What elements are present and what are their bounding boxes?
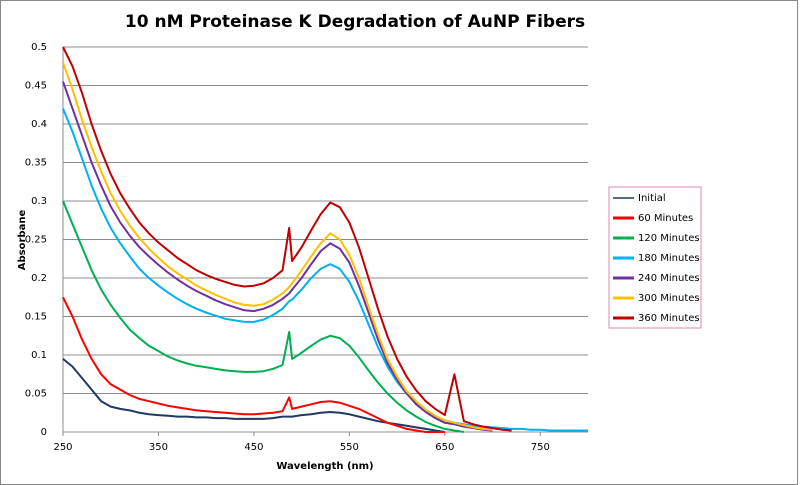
- legend-label: 240 Minutes: [638, 273, 700, 284]
- legend-label: Initial: [638, 193, 666, 204]
- y-tick-label: 0.1: [31, 350, 47, 361]
- data-line: [62, 200, 465, 433]
- y-tick-label: 0.35: [25, 158, 47, 169]
- data-line: [62, 62, 493, 431]
- legend-label: 60 Minutes: [638, 213, 693, 224]
- x-tick-label: 350: [149, 442, 168, 453]
- legend-label: 360 Minutes: [638, 313, 700, 324]
- y-tick-label: 0.05: [25, 389, 47, 400]
- x-tick-label: 650: [435, 442, 454, 453]
- data-line: [62, 108, 588, 432]
- data-line: [62, 296, 445, 433]
- y-tick-label: 0.3: [31, 196, 47, 207]
- x-tick-label: 750: [531, 442, 550, 453]
- data-line: [62, 358, 445, 433]
- y-tick-label: 0.2: [31, 273, 47, 284]
- x-tick-label: 550: [340, 442, 359, 453]
- y-tick-label: 0.5: [31, 42, 47, 53]
- y-tick-label: 0.45: [25, 81, 47, 92]
- y-axis-title: Absorbane: [17, 210, 28, 271]
- data-line: [62, 81, 493, 432]
- y-tick-label: 0: [41, 427, 47, 438]
- y-tick-label: 0.15: [25, 312, 47, 323]
- chart-title: 10 nM Proteinase K Degradation of AuNP F…: [125, 12, 585, 32]
- data-line: [62, 46, 512, 432]
- y-tick-label: 0.4: [31, 119, 47, 130]
- x-axis-title: Wavelength (nm): [276, 461, 373, 472]
- x-tick-label: 250: [53, 442, 72, 453]
- y-tick-label: 0.25: [25, 235, 47, 246]
- legend-label: 120 Minutes: [638, 233, 700, 244]
- legend-label: 180 Minutes: [638, 253, 700, 264]
- legend-label: 300 Minutes: [638, 293, 700, 304]
- x-tick-label: 450: [244, 442, 263, 453]
